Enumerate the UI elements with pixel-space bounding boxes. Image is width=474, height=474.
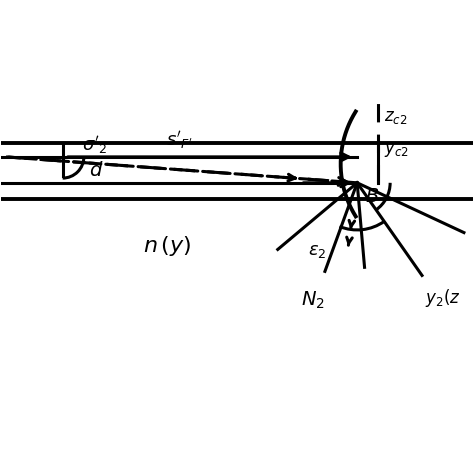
Text: $\sigma'_2$: $\sigma'_2$ (82, 134, 108, 156)
Text: $n\,(y)$: $n\,(y)$ (143, 235, 191, 258)
Text: $N_2$: $N_2$ (301, 290, 324, 311)
Text: $y_{c2}$: $y_{c2}$ (384, 141, 409, 159)
Text: $B$: $B$ (365, 187, 379, 207)
Text: $y_2(z$: $y_2(z$ (426, 287, 461, 309)
Text: $d$: $d$ (89, 161, 103, 180)
Text: $z_{c2}$: $z_{c2}$ (384, 108, 408, 126)
Text: $s'_{F'}$: $s'_{F'}$ (166, 129, 193, 151)
Text: $\varepsilon_2$: $\varepsilon_2$ (308, 242, 326, 260)
